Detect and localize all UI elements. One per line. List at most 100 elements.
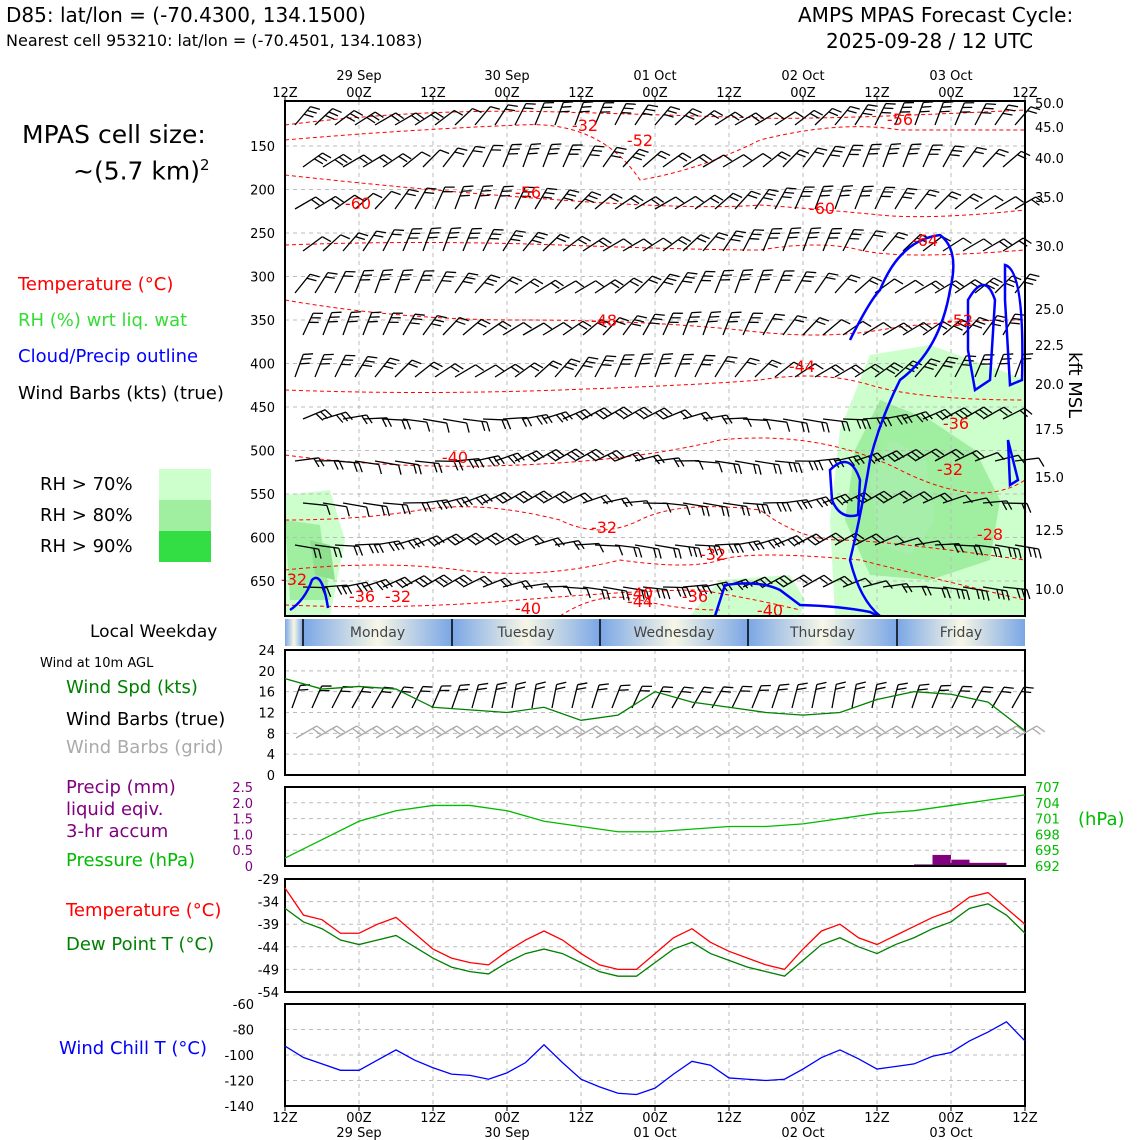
- wind-barb-grid: [715, 725, 746, 739]
- cs-wind-barb-233: [574, 356, 599, 378]
- cs-wind-barb-367: [334, 544, 364, 556]
- cs-wind-barb-40: [362, 154, 393, 168]
- cs-wind-barb-59: [742, 153, 772, 168]
- cs-wind-barb-207: [782, 315, 808, 336]
- cs-wind-barb-265: [482, 418, 512, 430]
- cs-wind-barb-248: [874, 362, 904, 378]
- wind-barb-true: [891, 682, 908, 709]
- windchill-ytick: -60: [233, 998, 254, 1013]
- cs-wind-barb-386: [714, 543, 745, 554]
- cs-wind-barb-142: [942, 237, 972, 252]
- bottom-time-tick: 00Z: [938, 1111, 964, 1126]
- weekday-cell: [748, 619, 897, 646]
- cs-pressure-tick: 200: [250, 184, 275, 199]
- wind-barb-true: [531, 681, 546, 709]
- cs-wind-barb-195: [542, 322, 572, 336]
- cs-wind-barb-216: [962, 316, 989, 336]
- cs-wind-barb-350: [722, 502, 751, 517]
- cs-kft-tick: 12.5: [1035, 524, 1064, 539]
- cs-wind-barb-77: [374, 190, 401, 210]
- cs-wind-barb-163: [634, 275, 662, 294]
- temp-contour-4: [284, 299, 1026, 336]
- temp-contour-0: [284, 109, 1026, 126]
- cs-wind-barb-26: [814, 107, 842, 126]
- weekday-cell: [897, 619, 1025, 646]
- cs-wind-barb-375: [494, 533, 525, 546]
- wind-barb-true: [791, 682, 808, 709]
- legend-rh: RH (%) wrt liq. wat: [18, 310, 188, 331]
- wind-barb-true: [551, 681, 567, 709]
- cs-wind-barb-211: [862, 322, 892, 336]
- precip-label-2: liquid eqiv.: [66, 799, 164, 820]
- cs-wind-barb-363: [982, 500, 1013, 511]
- cs-kft-tick: 30.0: [1035, 240, 1064, 255]
- cs-wind-barb-115: [402, 228, 423, 252]
- cs-wind-barb-353: [782, 499, 813, 510]
- cs-wind-barb-41: [382, 153, 412, 168]
- cs-wind-barb-209: [822, 319, 851, 336]
- cs-wind-barb-105: [934, 191, 962, 210]
- cs-wind-barb-98: [794, 186, 815, 210]
- cs-wind-barb-405: [362, 578, 393, 591]
- cs-wind-barb-21: [714, 111, 744, 126]
- cs-wind-barb-360: [922, 492, 953, 504]
- cs-wind-barb-299: [434, 460, 464, 471]
- cs-wind-barb-412: [502, 580, 533, 591]
- cs-wind-barb-162: [614, 277, 643, 294]
- cs-wind-barb-206: [762, 313, 785, 336]
- rh70-swatch: [159, 469, 211, 500]
- cs-wind-barb-395: [894, 537, 925, 546]
- cs-wind-barb-208: [802, 317, 830, 336]
- cs-wind-barb-67: [902, 143, 922, 168]
- legend-rh80: RH > 80%: [40, 505, 133, 526]
- cs-wind-barb-136: [822, 227, 843, 252]
- cs-wind-barb-110: [302, 236, 332, 252]
- cs-wind-barb-84: [514, 186, 536, 210]
- precip-ytick: 2.5: [232, 781, 253, 796]
- wind-barb-grid: [455, 725, 486, 739]
- cs-wind-barb-332: [362, 502, 390, 517]
- cs-wind-barb-329: [302, 502, 331, 516]
- cs-wind-barb-25: [794, 109, 824, 126]
- cycle-date: 2025-09-28 / 12 UTC: [826, 29, 1034, 53]
- cs-wind-barb-410: [462, 575, 493, 588]
- pressure-ytick: 707: [1035, 781, 1060, 796]
- cs-wind-barb-18: [654, 106, 681, 126]
- cs-wind-barb-251: [934, 356, 959, 378]
- temp-label: -36: [349, 587, 375, 606]
- cs-wind-barb-250: [914, 358, 941, 378]
- top-time-tick: 00Z: [346, 86, 372, 101]
- cs-wind-barb-333: [382, 502, 411, 515]
- top-time-tick: 12Z: [864, 86, 890, 101]
- cs-wind-barb-427: [802, 574, 833, 588]
- cs-wind-barb-151: [394, 269, 414, 294]
- cs-wind-barb-419: [642, 586, 671, 600]
- wind-barb-grid: [295, 725, 326, 739]
- cs-wind-barb-226: [434, 363, 464, 378]
- cs-wind-barb-7: [434, 109, 464, 126]
- top-time-tick: 00Z: [642, 86, 668, 101]
- rh-region-6: [310, 540, 335, 580]
- wind-barb-grid: [535, 725, 566, 739]
- cs-wind-barb-267: [522, 413, 553, 425]
- cs-wind-barb-336: [442, 496, 473, 508]
- cs-wind-barb-292: [294, 457, 325, 468]
- cs-wind-barb-85: [534, 187, 558, 210]
- cs-wind-barb-139: [882, 231, 908, 252]
- temp-label: -60: [345, 194, 371, 213]
- cs-wind-barb-28: [854, 104, 878, 126]
- cs-wind-barb-314: [734, 460, 762, 475]
- cs-wind-barb-236: [634, 353, 654, 378]
- cs-wind-barb-272: [622, 406, 653, 420]
- cs-wind-barb-50: [562, 144, 583, 168]
- cs-wind-barb-381: [614, 544, 643, 558]
- cs-wind-barb-306: [574, 448, 605, 462]
- cs-wind-barb-96: [754, 188, 779, 210]
- cs-wind-barb-268: [542, 411, 573, 423]
- cs-wind-barb-190: [442, 316, 469, 336]
- wind-ytick: 12: [258, 707, 275, 722]
- cs-wind-barb-64: [842, 144, 864, 168]
- cs-wind-barb-107: [974, 195, 1004, 210]
- temp-label: -32: [700, 545, 726, 564]
- cs-wind-barb-193: [502, 321, 532, 336]
